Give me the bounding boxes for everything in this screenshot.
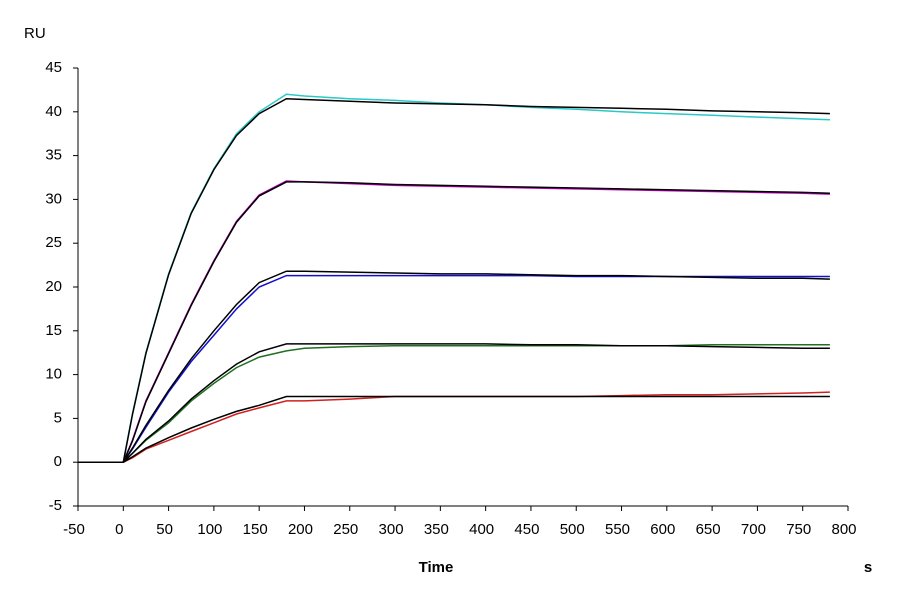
x-tick-label: 750 <box>786 521 811 538</box>
x-tick-label: 0 <box>115 521 123 538</box>
sensorgram-line <box>78 343 830 463</box>
y-tick-label: 20 <box>45 278 62 295</box>
y-tick-label: 10 <box>45 366 62 383</box>
sensorgram-line <box>78 395 830 463</box>
y-tick-label: 30 <box>45 190 62 207</box>
x-tick-label: 250 <box>333 521 358 538</box>
y-tick-label: 0 <box>54 453 62 470</box>
sensorgram-line <box>78 181 830 463</box>
x-tick-label: 50 <box>156 521 173 538</box>
x-tick-label: 700 <box>741 521 766 538</box>
y-tick-label: 25 <box>45 234 62 251</box>
x-tick-label: 150 <box>243 521 268 538</box>
x-axis-unit: s <box>864 559 872 576</box>
y-axis-label: RU <box>24 25 46 42</box>
x-tick-label: 450 <box>514 521 539 538</box>
y-tick-label: 35 <box>45 147 62 164</box>
x-tick-label: 500 <box>560 521 585 538</box>
x-tick-label: 100 <box>197 521 222 538</box>
y-tick-label: 5 <box>54 409 62 426</box>
y-tick-label: 40 <box>45 103 62 120</box>
sensorgram-line <box>78 391 830 463</box>
x-tick-label: 350 <box>424 521 449 538</box>
x-tick-label: 800 <box>831 521 856 538</box>
y-tick-label: 15 <box>45 322 62 339</box>
y-tick-label: 45 <box>45 59 62 76</box>
x-tick-label: 300 <box>379 521 404 538</box>
x-tick-label: 650 <box>696 521 721 538</box>
y-tick-label: -5 <box>49 497 62 514</box>
x-tick-label: 550 <box>605 521 630 538</box>
x-tick-label: 600 <box>650 521 675 538</box>
x-axis-label: Time <box>419 559 454 576</box>
sensorgram-line <box>78 270 830 463</box>
sensorgram-line <box>78 97 830 463</box>
x-tick-label: -50 <box>63 521 85 538</box>
x-tick-label: 400 <box>469 521 494 538</box>
x-tick-label: 200 <box>288 521 313 538</box>
